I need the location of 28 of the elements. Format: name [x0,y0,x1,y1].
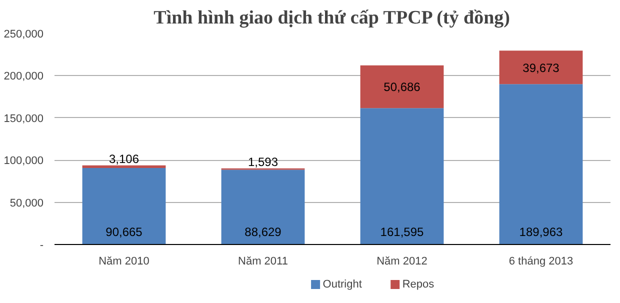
bar [82,168,166,244]
data-label: 161,595 [380,225,424,240]
y-tick-label: 150,000 [4,112,44,125]
y-tick-label: 50,000 [10,197,44,210]
data-label: 3,106 [108,152,140,166]
y-tick-label: - [40,240,44,252]
x-tick-label: Năm 2010 [98,256,150,268]
x-tick-label: Năm 2012 [376,256,428,268]
y-tick-label: 200,000 [4,70,44,83]
x-tick-label: 6 tháng 2013 [508,256,574,268]
bar [499,84,583,244]
data-label: 50,686 [384,80,421,94]
legend-label: Repos [402,278,435,290]
bar [499,50,583,84]
data-label: 1,593 [248,155,278,170]
legend-label: Outright [322,278,362,290]
bar [82,165,166,168]
chart-title: Tình hình giao dịch thứ cấp TPCP (tỷ đồng) [154,8,510,28]
data-label: 189,963 [519,225,564,240]
data-label: 39,673 [522,60,560,75]
data-label: 90,665 [106,225,143,240]
y-tick-label: 100,000 [4,155,44,168]
bar [360,108,444,244]
x-tick-label: Năm 2011 [238,256,288,268]
bar [221,170,305,244]
data-label: 88,629 [244,225,282,240]
y-tick-label: 250,000 [4,28,44,40]
bar [360,65,444,108]
